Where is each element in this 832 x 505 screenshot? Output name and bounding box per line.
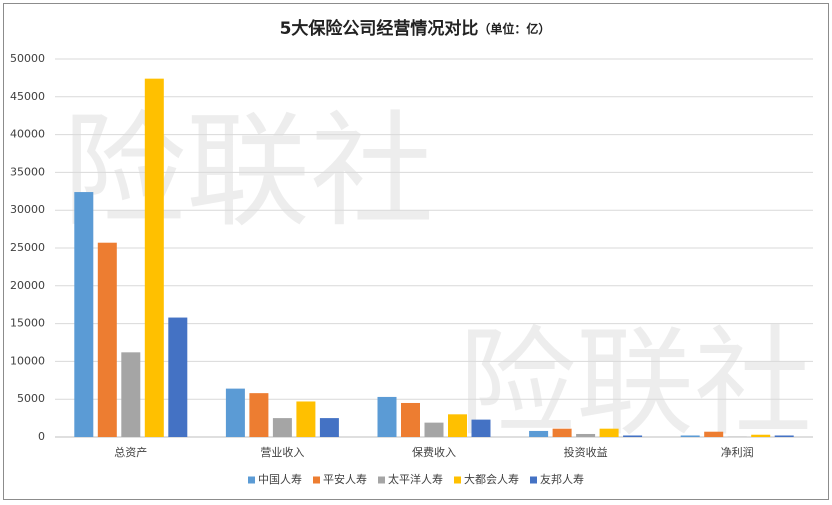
bar xyxy=(401,402,420,437)
x-tick-label: 营业收入 xyxy=(260,445,304,459)
y-tick-label: 35000 xyxy=(10,165,45,178)
y-tick-label: 30000 xyxy=(10,203,45,216)
chart-title: 5大保险公司经营情况对比 xyxy=(280,18,479,39)
legend-marker xyxy=(313,476,320,484)
bar xyxy=(249,393,269,437)
chart-title-group: 5大保险公司经营情况对比（单位：亿） xyxy=(280,18,551,39)
y-tick-label: 45000 xyxy=(10,90,45,103)
bar xyxy=(448,414,467,437)
bar xyxy=(144,78,164,437)
bar xyxy=(225,388,245,437)
bar xyxy=(552,428,572,437)
y-tick-label: 40000 xyxy=(10,128,45,141)
y-tick-label: 15000 xyxy=(10,317,45,330)
y-tick-label: 50000 xyxy=(10,52,45,65)
legend-marker xyxy=(454,476,461,484)
y-tick-label: 20000 xyxy=(10,279,45,292)
bar xyxy=(774,435,794,437)
watermark: 险联社 xyxy=(458,314,812,452)
legend-marker xyxy=(248,476,255,484)
bar xyxy=(74,192,94,437)
bar xyxy=(623,435,643,437)
y-tick-label: 10000 xyxy=(10,354,45,367)
legend-marker xyxy=(530,476,537,484)
chart-subtitle: （单位：亿） xyxy=(478,21,550,36)
x-tick-label: 净利润 xyxy=(721,445,754,459)
bar xyxy=(424,422,444,437)
bar xyxy=(599,428,619,437)
bar xyxy=(97,242,117,437)
bar xyxy=(704,431,724,437)
bar xyxy=(529,430,549,437)
bar xyxy=(576,433,596,437)
y-tick-label: 25000 xyxy=(10,241,45,254)
legend-marker xyxy=(378,476,385,484)
bar xyxy=(272,418,292,437)
x-tick-label: 投资收益 xyxy=(564,445,608,459)
bar xyxy=(377,396,397,437)
bar xyxy=(319,418,339,437)
bar xyxy=(121,352,141,437)
legend-label: 中国人寿 xyxy=(258,472,302,486)
legend-label: 平安人寿 xyxy=(323,472,367,486)
bar xyxy=(168,317,188,437)
x-tick-label: 保费收入 xyxy=(412,445,456,459)
legend-label: 友邦人寿 xyxy=(540,472,584,486)
bar xyxy=(680,435,700,437)
bar xyxy=(471,419,491,437)
legend-label: 大都会人寿 xyxy=(464,472,519,486)
y-tick-label: 0 xyxy=(38,430,45,443)
bar xyxy=(296,401,316,437)
bar xyxy=(751,434,771,437)
legend-label: 太平洋人寿 xyxy=(388,472,443,486)
y-tick-label: 5000 xyxy=(17,392,45,405)
x-tick-label: 总资产 xyxy=(114,445,147,459)
